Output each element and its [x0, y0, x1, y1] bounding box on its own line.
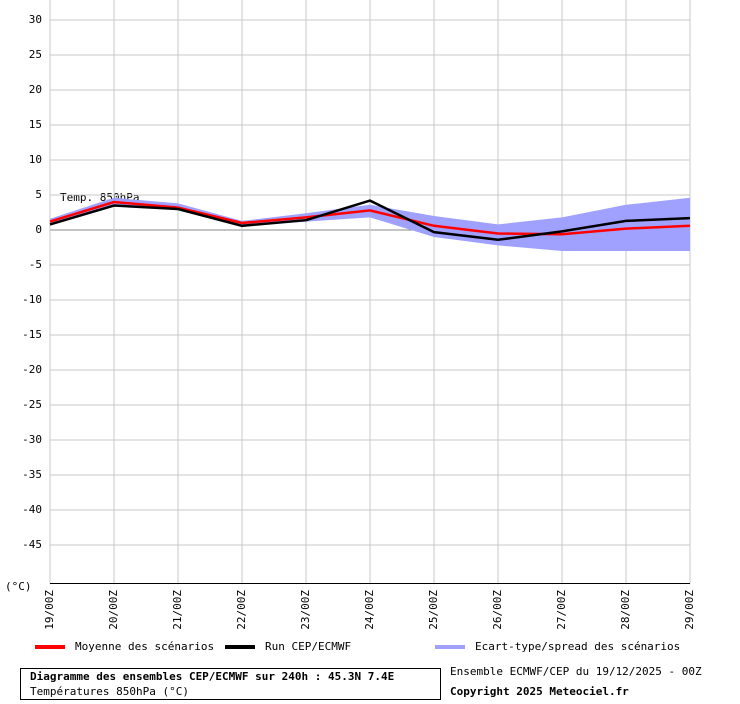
copyright: Copyright 2025 Meteociel.fr — [450, 685, 629, 698]
series-line — [49, 199, 691, 242]
y-tick-label: -25 — [22, 398, 42, 411]
y-tick-label: 30 — [29, 13, 42, 26]
source: Ensemble ECMWF/CEP du 19/12/2025 - 00Z — [450, 665, 702, 678]
y-tick-label: 15 — [29, 118, 42, 131]
y-unit: (°C) — [5, 580, 32, 593]
y-tick-label: 10 — [29, 153, 42, 166]
x-tick-label: 27/00Z — [555, 590, 568, 630]
x-tick-label: 24/00Z — [363, 590, 376, 630]
x-tick-label: 19/00Z — [43, 590, 56, 630]
y-tick-label: 5 — [35, 188, 42, 201]
y-tick-label: -10 — [22, 293, 42, 306]
x-tick-label: 23/00Z — [299, 590, 312, 630]
x-tick-label: 21/00Z — [171, 590, 184, 630]
y-tick-label: -35 — [22, 468, 42, 481]
legend-label: Ecart-type/spread des scénarios — [475, 640, 680, 653]
legend-label: Moyenne des scénarios — [75, 640, 214, 653]
y-tick-label: 20 — [29, 83, 42, 96]
spread-band — [50, 197, 690, 251]
y-tick-label: -45 — [22, 538, 42, 551]
x-tick-label: 26/00Z — [491, 590, 504, 630]
y-tick-label: -15 — [22, 328, 42, 341]
legend-label: Run CEP/ECMWF — [265, 640, 351, 653]
y-tick-label: -30 — [22, 433, 42, 446]
chart-subtitle: Températures 850hPa (°C) — [30, 685, 189, 698]
x-tick-label: 25/00Z — [427, 590, 440, 630]
y-tick-label: -40 — [22, 503, 42, 516]
y-tick-label: -5 — [29, 258, 42, 271]
y-tick-label: -20 — [22, 363, 42, 376]
x-tick-label: 29/00Z — [683, 590, 696, 630]
chart-title: Diagramme des ensembles CEP/ECMWF sur 24… — [30, 670, 394, 683]
x-tick-label: 20/00Z — [107, 590, 120, 630]
x-tick-label: 28/00Z — [619, 590, 632, 630]
y-tick-label: 25 — [29, 48, 42, 61]
series-line — [49, 200, 691, 236]
y-tick-label: 0 — [35, 223, 42, 236]
x-tick-label: 22/00Z — [235, 590, 248, 630]
